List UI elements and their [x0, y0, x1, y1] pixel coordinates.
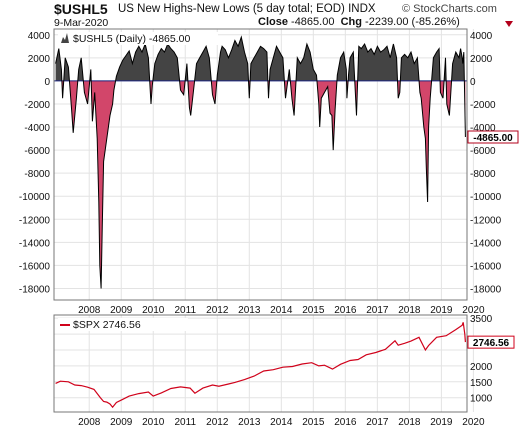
y-tick-label-left: -4000	[24, 123, 50, 134]
x-tick-label: 2019	[430, 305, 453, 316]
y-tick-label-left: 2000	[28, 54, 51, 65]
description-text: US New Highs-New Lows (5 day total; EOD)	[118, 3, 345, 15]
y-tick-label-right: -6000	[470, 146, 496, 157]
x-tick-label: 2018	[398, 417, 421, 428]
last-value-label: 2746.56	[473, 338, 510, 349]
y-tick-label-right: 1500	[470, 378, 493, 389]
y-tick-label-right: -2000	[470, 100, 496, 111]
x-tick-label: 2013	[238, 417, 261, 428]
x-tick-label: 2017	[366, 417, 389, 428]
y-tick-label-right: -8000	[470, 169, 496, 180]
close-value: -4865.00	[291, 16, 335, 28]
y-tick-label-left: -8000	[24, 169, 50, 180]
x-tick-label: 2016	[334, 417, 357, 428]
series-area-negative	[61, 80, 466, 289]
x-tick-label: 2014	[270, 417, 293, 428]
legend-background	[58, 318, 188, 331]
y-tick-label-left: -14000	[19, 238, 51, 249]
y-tick-label-left: -10000	[19, 192, 51, 203]
brand-link[interactable]: © StockCharts.com	[402, 3, 497, 15]
y-tick-label-right: 2000	[470, 54, 493, 65]
x-tick-label: 2019	[430, 417, 453, 428]
x-tick-label: 2014	[270, 305, 293, 316]
y-tick-label-left: -18000	[19, 284, 51, 295]
y-tick-label-right: 3500	[470, 314, 493, 325]
y-tick-label-right: -14000	[470, 238, 502, 249]
exchange-label: INDX	[348, 3, 376, 15]
x-tick-label: 2015	[302, 305, 325, 316]
x-tick-label: 2016	[334, 305, 357, 316]
last-value-box	[467, 130, 519, 144]
plot-frame	[53, 28, 468, 301]
close-change-summary: Close -4865.00 Chg -2239.00 (-85.26%)	[258, 16, 460, 28]
series-line	[55, 322, 466, 409]
x-tick-label: 2010	[142, 305, 165, 316]
x-tick-label: 2008	[78, 305, 101, 316]
x-tick-label: 2011	[175, 305, 197, 316]
close-label: Close	[258, 16, 288, 28]
x-tick-label: 2009	[110, 305, 133, 316]
x-tick-label: 2012	[206, 305, 229, 316]
y-tick-label-left: 0	[44, 77, 50, 88]
chart-symbol: $USHL5	[54, 1, 108, 17]
chart-date: 9-Mar-2020	[54, 17, 109, 29]
y-tick-label-left: 4000	[28, 31, 51, 42]
y-tick-label-right: 0	[470, 77, 476, 88]
series-area-positive	[55, 37, 466, 81]
x-tick-label: 2015	[302, 417, 325, 428]
y-tick-label-right: -10000	[470, 192, 502, 203]
plot-frame	[53, 314, 468, 413]
x-tick-label: 2018	[398, 305, 421, 316]
chg-value: -2239.00 (-85.26%)	[365, 16, 460, 28]
last-value-label: -4865.00	[473, 133, 513, 144]
legend-background	[58, 32, 218, 45]
down-arrow-icon	[505, 21, 513, 27]
x-tick-label: 2020	[462, 417, 485, 428]
x-tick-label: 2020	[462, 305, 485, 316]
x-tick-label: 2010	[142, 417, 165, 428]
chg-label: Chg	[340, 16, 362, 28]
x-tick-label: 2008	[78, 417, 101, 428]
x-tick-label: 2012	[206, 417, 229, 428]
y-tick-label-right: -18000	[470, 284, 502, 295]
highs-lows-chart: 4000 4000 2000 2000 0 0 -2000 -2000 -4000 -4000 -6…	[19, 28, 519, 316]
y-tick-label-right: 1000	[470, 394, 493, 405]
y-tick-label-right: 4000	[470, 31, 493, 42]
last-value-box	[467, 335, 515, 349]
x-tick-label: 2011	[175, 417, 197, 428]
y-tick-label-right: -16000	[470, 261, 502, 272]
chart-description: US New Highs-New Lows (5 day total; EOD)…	[118, 3, 376, 15]
y-tick-label-right: -4000	[470, 123, 496, 134]
y-tick-label-left: -12000	[19, 215, 51, 226]
y-tick-label-right: 2000	[470, 362, 493, 373]
y-tick-label-left: -2000	[24, 100, 50, 111]
x-tick-label: 2009	[110, 417, 133, 428]
y-tick-label-left: -16000	[19, 261, 51, 272]
brand-text[interactable]: StockCharts.com	[413, 3, 497, 15]
legend-label: $SPX 2746.56	[73, 319, 141, 331]
legend-label: $USHL5 (Daily) -4865.00	[73, 33, 190, 45]
x-tick-label: 2013	[238, 305, 261, 316]
y-tick-label-left: -6000	[24, 146, 50, 157]
x-tick-label: 2017	[366, 305, 389, 316]
series-line	[55, 35, 466, 289]
y-tick-label-right: -12000	[470, 215, 502, 226]
area-legend-icon	[61, 33, 69, 43]
